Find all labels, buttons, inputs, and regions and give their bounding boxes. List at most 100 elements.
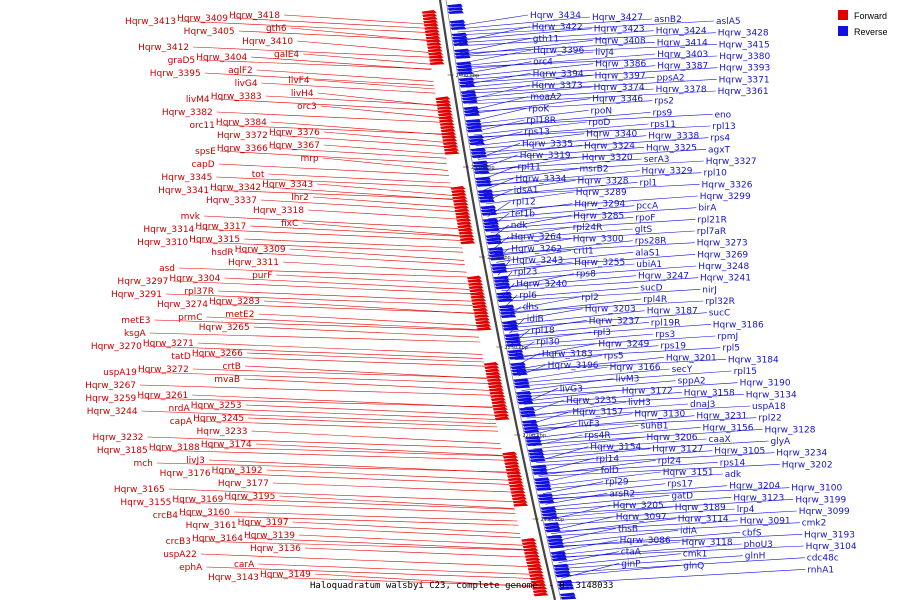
reverse-leader-line <box>472 112 651 128</box>
forward-leader-line <box>282 261 467 273</box>
forward-gene-glyph <box>436 102 452 107</box>
reverse-leader-line <box>462 51 594 67</box>
reverse-gene-glyph <box>513 381 530 386</box>
reverse-gene-label: Hqrw_3205 <box>613 501 664 511</box>
forward-gene-label: Hqrw_3412 <box>138 43 189 53</box>
reverse-leader-line <box>549 510 797 526</box>
forward-gene-glyph <box>423 19 439 24</box>
reverse-leader-line <box>530 423 577 436</box>
reverse-gene-glyph <box>553 567 570 571</box>
reverse-gene-label: rpl10 <box>704 169 728 179</box>
forward-leader-line <box>297 40 429 53</box>
forward-leader-line <box>304 547 526 558</box>
scale-tick-label: 2400 kbp <box>456 73 480 79</box>
forward-gene-glyph <box>422 16 438 21</box>
reverse-gene-label: cmk1 <box>683 550 708 560</box>
reverse-gene-label: Hqrw_3403 <box>657 50 708 60</box>
reverse-gene-label: rpl22 <box>758 414 781 424</box>
reverse-gene-glyph <box>456 64 473 69</box>
forward-gene-label: Hqrw_3404 <box>196 53 247 63</box>
reverse-gene-label: ndk <box>511 221 528 231</box>
reverse-gene-glyph <box>499 311 516 315</box>
forward-leader-line <box>193 407 496 420</box>
reverse-gene-glyph <box>465 119 482 123</box>
forward-gene-label: Hqrw_3232 <box>93 433 144 443</box>
reverse-gene-label: alaS1 <box>635 248 660 258</box>
reverse-gene-glyph <box>522 426 539 430</box>
reverse-gene-label: Hqrw_3325 <box>646 143 697 153</box>
forward-gene-label: Hqrw_3136 <box>250 544 301 554</box>
forward-gene-glyph <box>426 42 442 46</box>
reverse-leader-line <box>492 226 571 242</box>
reverse-leader-line <box>559 557 805 573</box>
reverse-gene-glyph <box>548 544 565 549</box>
reverse-gene-label: Hqrw_3183 <box>542 349 593 359</box>
forward-gene-glyph <box>491 400 507 405</box>
forward-gene-glyph <box>422 13 438 17</box>
forward-gene-glyph <box>502 451 518 456</box>
reverse-gene-glyph <box>543 522 560 526</box>
reverse-gene-glyph <box>477 189 494 194</box>
forward-leader-line <box>292 521 520 534</box>
forward-gene-label: Hqrw_3143 <box>208 573 259 583</box>
reverse-leader-line <box>483 178 514 191</box>
forward-leader-line <box>303 53 431 65</box>
reverse-gene-glyph <box>454 55 471 59</box>
forward-gene-glyph <box>511 493 527 497</box>
forward-leader-line <box>320 105 440 118</box>
reverse-gene-label: rps9 <box>652 108 672 118</box>
forward-gene-label: crcB4 <box>153 511 179 521</box>
reverse-gene-glyph <box>482 218 499 222</box>
reverse-gene-glyph <box>505 343 522 347</box>
reverse-leader-line <box>546 497 732 511</box>
forward-gene-label: graD5 <box>168 56 196 66</box>
reverse-leader-line <box>537 458 594 473</box>
forward-gene-glyph <box>438 112 454 117</box>
reverse-gene-glyph <box>502 327 519 331</box>
forward-gene-label: fixC <box>281 219 298 229</box>
forward-leader-line <box>271 134 445 147</box>
reverse-gene-label: rpl11 <box>518 163 541 173</box>
reverse-gene-glyph <box>458 77 475 82</box>
forward-gene-glyph <box>466 275 482 280</box>
reverse-leader-line <box>524 394 744 408</box>
reverse-leader-line <box>553 530 679 545</box>
reverse-gene-glyph <box>447 7 464 11</box>
forward-leader-line <box>250 225 461 237</box>
reverse-leader-line <box>458 26 530 42</box>
reverse-gene-label: rpl1 <box>640 178 658 188</box>
reverse-gene-glyph <box>537 496 554 501</box>
reverse-leader-line <box>496 250 572 263</box>
forward-gene-label: Hqrw_3174 <box>201 440 252 450</box>
forward-gene-glyph <box>510 490 526 494</box>
forward-leader-line <box>307 209 458 220</box>
forward-leader-line <box>165 293 473 306</box>
reverse-gene-label: Hqrw_3091 <box>740 517 791 527</box>
forward-leader-line <box>192 368 488 379</box>
reverse-gene-glyph <box>535 487 552 491</box>
forward-gene-glyph <box>533 592 549 597</box>
reverse-gene-glyph <box>510 365 527 370</box>
reverse-gene-label: Hqrw_3415 <box>719 40 770 50</box>
reverse-gene-glyph <box>528 451 545 456</box>
reverse-gene-label: rpl21R <box>697 215 727 225</box>
forward-gene-label: Hqrw_3259 <box>85 394 136 404</box>
reverse-gene-label: Hqrw_3097 <box>616 513 667 523</box>
reverse-gene-glyph <box>467 135 484 139</box>
reverse-gene-label: rps4R <box>585 431 611 441</box>
reverse-leader-line <box>506 300 704 313</box>
forward-gene-glyph <box>486 374 502 379</box>
reverse-gene-label: rpl6 <box>519 291 537 301</box>
reverse-gene-label: Hqrw_3327 <box>706 157 757 167</box>
reverse-gene-glyph <box>472 160 489 165</box>
reverse-gene-glyph <box>557 583 574 587</box>
forward-gene-label: Hqrw_3139 <box>244 531 295 541</box>
forward-gene-label: Hqrw_3177 <box>218 479 269 489</box>
reverse-leader-line <box>501 275 637 288</box>
reverse-gene-label: Hqrw_3201 <box>666 353 717 363</box>
forward-gene-label: tatD <box>171 352 191 362</box>
forward-gene-label: crcB3 <box>166 537 191 547</box>
reverse-leader-lines <box>456 14 806 584</box>
reverse-leader-line <box>510 324 711 339</box>
reverse-leader-line <box>477 145 583 157</box>
